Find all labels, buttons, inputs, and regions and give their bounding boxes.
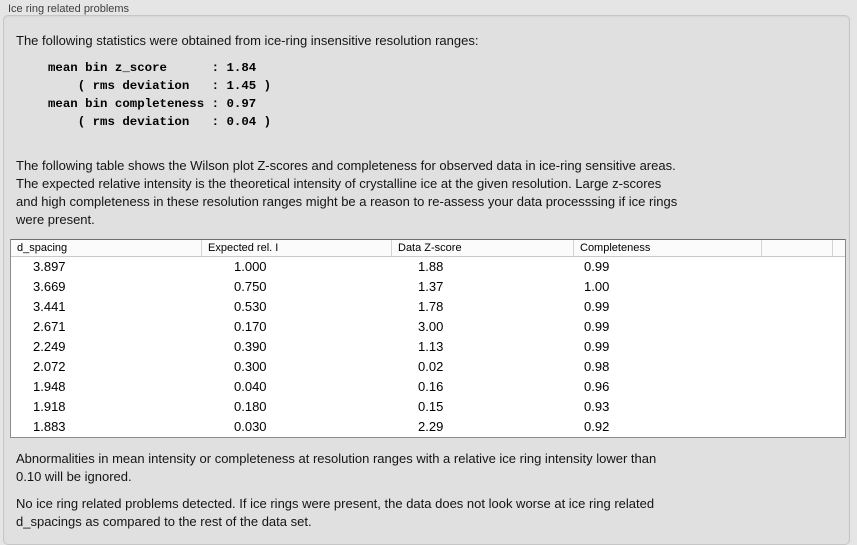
cell-completeness: 0.99 — [584, 299, 610, 314]
cell-completeness: 1.00 — [584, 279, 610, 294]
table-row[interactable]: 1.948 0.040 0.16 0.96 — [11, 377, 845, 397]
ice-ring-table: d_spacing Expected rel. I Data Z-score C… — [10, 239, 846, 438]
table-header-row: d_spacing Expected rel. I Data Z-score C… — [11, 240, 845, 257]
table-row[interactable]: 1.918 0.180 0.15 0.93 — [11, 397, 845, 417]
column-header-empty[interactable] — [762, 240, 833, 256]
cell-expected-rel-i: 0.390 — [234, 339, 267, 354]
cell-completeness: 0.92 — [584, 419, 610, 434]
panel-title: Ice ring related problems — [8, 3, 130, 15]
cell-d-spacing: 3.897 — [33, 259, 66, 274]
table-row[interactable]: 1.883 0.030 2.29 0.92 — [11, 417, 845, 437]
cell-data-z-score: 3.00 — [418, 319, 444, 334]
cell-data-z-score: 1.78 — [418, 299, 444, 314]
table-description-text: The following table shows the Wilson plo… — [16, 158, 678, 227]
table-row[interactable]: 2.671 0.170 3.00 0.99 — [11, 317, 845, 337]
stats-intro-text: The following statistics were obtained f… — [16, 33, 479, 48]
cell-data-z-score: 1.37 — [418, 279, 444, 294]
cell-expected-rel-i: 0.300 — [234, 359, 267, 374]
column-header-data-z-score[interactable]: Data Z-score — [392, 240, 574, 256]
cell-expected-rel-i: 1.000 — [234, 259, 267, 274]
cell-d-spacing: 1.948 — [33, 379, 66, 394]
table-row[interactable]: 3.669 0.750 1.37 1.00 — [11, 277, 845, 297]
table-row[interactable]: 3.441 0.530 1.78 0.99 — [11, 297, 845, 317]
cell-expected-rel-i: 0.750 — [234, 279, 267, 294]
column-header-completeness[interactable]: Completeness — [574, 240, 762, 256]
cell-d-spacing: 2.249 — [33, 339, 66, 354]
column-header-expected-rel-i[interactable]: Expected rel. I — [202, 240, 392, 256]
table-row[interactable]: 3.897 1.000 1.88 0.99 — [11, 257, 845, 277]
cell-completeness: 0.98 — [584, 359, 610, 374]
cell-data-z-score: 0.02 — [418, 359, 444, 374]
cell-completeness: 0.99 — [584, 319, 610, 334]
cell-completeness: 0.96 — [584, 379, 610, 394]
cell-d-spacing: 2.072 — [33, 359, 66, 374]
table-row[interactable]: 2.072 0.300 0.02 0.98 — [11, 357, 845, 377]
cell-expected-rel-i: 0.180 — [234, 399, 267, 414]
cell-d-spacing: 1.883 — [33, 419, 66, 434]
ignore-note-text: Abnormalities in mean intensity or compl… — [16, 451, 657, 484]
cell-d-spacing: 1.918 — [33, 399, 66, 414]
ice-ring-groupbox: The following statistics were obtained f… — [3, 15, 850, 545]
cell-d-spacing: 2.671 — [33, 319, 66, 334]
cell-data-z-score: 2.29 — [418, 419, 444, 434]
cell-completeness: 0.99 — [584, 339, 610, 354]
cell-expected-rel-i: 0.170 — [234, 319, 267, 334]
column-header-d-spacing[interactable]: d_spacing — [11, 240, 202, 256]
cell-expected-rel-i: 0.030 — [234, 419, 267, 434]
cell-data-z-score: 1.13 — [418, 339, 444, 354]
column-header-empty-end — [833, 240, 845, 256]
cell-d-spacing: 3.669 — [33, 279, 66, 294]
cell-completeness: 0.93 — [584, 399, 610, 414]
conclusion-text: No ice ring related problems detected. I… — [16, 496, 655, 529]
cell-expected-rel-i: 0.530 — [234, 299, 267, 314]
cell-data-z-score: 0.15 — [418, 399, 444, 414]
cell-data-z-score: 1.88 — [418, 259, 444, 274]
cell-completeness: 0.99 — [584, 259, 610, 274]
cell-d-spacing: 3.441 — [33, 299, 66, 314]
cell-data-z-score: 0.16 — [418, 379, 444, 394]
cell-expected-rel-i: 0.040 — [234, 379, 267, 394]
table-row[interactable]: 2.249 0.390 1.13 0.99 — [11, 337, 845, 357]
stats-block: mean bin z_score : 1.84 ( rms deviation … — [48, 61, 272, 129]
